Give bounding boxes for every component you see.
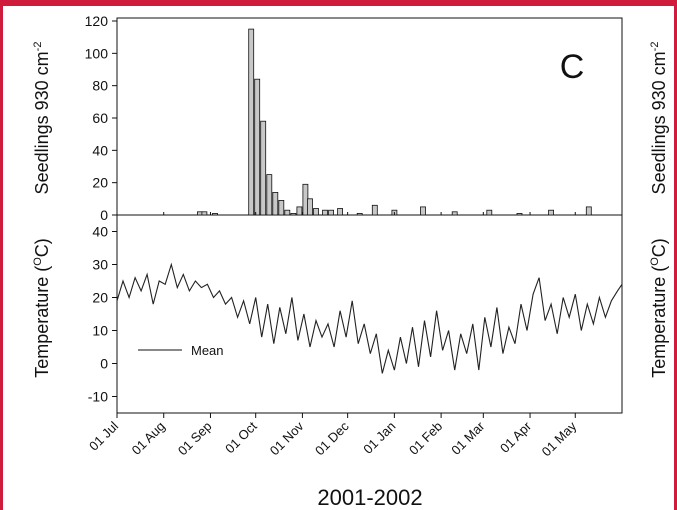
seedling-bar bbox=[451, 211, 458, 216]
bar-ytick-label: 120 bbox=[85, 13, 109, 29]
seedling-bar bbox=[296, 206, 303, 216]
bar-ytick-label: 0 bbox=[100, 207, 108, 223]
bar-ytick-label: 60 bbox=[92, 110, 108, 126]
date-x-axis: 01 Jul 01 Aug 01 Sep 01 Oct 01 Nov 01 Dec 01 J… bbox=[86, 212, 580, 459]
temp-ytick-label: 40 bbox=[92, 224, 108, 240]
seedling-bar bbox=[313, 208, 319, 216]
x-tick-label: 01 Mar bbox=[448, 418, 488, 458]
x-tick-label: 01 May bbox=[539, 418, 580, 459]
temp-ytick-label: -10 bbox=[88, 389, 108, 405]
seedling-bar bbox=[248, 28, 255, 216]
temp-ylabel-right: Temperature (OC) bbox=[649, 238, 669, 378]
x-axis-title: 2001-2002 bbox=[317, 485, 422, 510]
bar-ytick-label: 20 bbox=[92, 175, 108, 191]
x-tick-label: 01 Apr bbox=[497, 418, 535, 456]
panel-letter: C bbox=[560, 48, 585, 86]
temp-ytick-label: 0 bbox=[100, 356, 108, 372]
seedling-bar bbox=[266, 174, 273, 216]
seedling-bar bbox=[328, 209, 335, 216]
seedling-bar bbox=[260, 120, 267, 216]
x-tick-label: 01 Nov bbox=[267, 418, 307, 458]
seedling-bar bbox=[307, 198, 313, 216]
seedling-bar bbox=[356, 212, 363, 216]
seedling-bar bbox=[212, 212, 218, 216]
x-tick-label: 01 Dec bbox=[312, 418, 352, 458]
seedling-bar bbox=[371, 204, 378, 216]
temp-ytick-label: 20 bbox=[92, 290, 108, 306]
seedling-bar bbox=[516, 212, 523, 216]
left-border bbox=[0, 0, 3, 510]
right-border bbox=[674, 0, 677, 510]
x-tick-label: 01 Feb bbox=[406, 419, 445, 458]
seedling-bar bbox=[585, 206, 592, 216]
x-tick-label: 01 Oct bbox=[222, 418, 260, 456]
bar-y-axis: 0 20 40 60 80 100 120 bbox=[85, 13, 117, 223]
seedling-bar bbox=[420, 206, 426, 216]
seedling-bars bbox=[196, 28, 592, 216]
seedling-bar bbox=[337, 208, 344, 216]
bar-ytick-label: 100 bbox=[85, 45, 109, 61]
seedling-bar bbox=[548, 209, 554, 216]
seedling-bar bbox=[278, 199, 285, 216]
seedling-bar bbox=[284, 209, 291, 216]
legend-label-mean: Mean bbox=[191, 343, 224, 358]
temp-ytick-label: 30 bbox=[92, 257, 108, 273]
seedling-bar bbox=[272, 191, 279, 216]
bar-ylabel-left: Seedlings 930 cm-2 bbox=[32, 42, 52, 195]
bar-ytick-label: 80 bbox=[92, 78, 108, 94]
seedling-bar bbox=[201, 211, 208, 216]
x-tick-label: 01 Jan bbox=[360, 419, 398, 457]
x-tick-label: 01 Sep bbox=[175, 419, 215, 459]
seedling-bar bbox=[254, 78, 261, 216]
temperature-line-mean bbox=[116, 262, 623, 374]
seedling-bar bbox=[290, 212, 297, 216]
temperature-series bbox=[116, 262, 623, 374]
temperature-y-axis: -10 0 10 20 30 40 bbox=[88, 224, 117, 405]
x-tick-label: 01 Jul bbox=[86, 418, 121, 453]
bar-ylabel-right: Seedlings 930 cm-2 bbox=[649, 42, 669, 195]
temp-ytick-label: 10 bbox=[92, 323, 108, 339]
top-band bbox=[0, 0, 677, 6]
bar-ytick-label: 40 bbox=[92, 142, 108, 158]
legend: Mean bbox=[138, 343, 224, 358]
temp-ylabel-left: Temperature (OC) bbox=[32, 238, 52, 378]
x-tick-label: 01 Aug bbox=[129, 419, 168, 458]
seedling-bar bbox=[322, 209, 328, 216]
seedling-bar bbox=[486, 209, 493, 216]
